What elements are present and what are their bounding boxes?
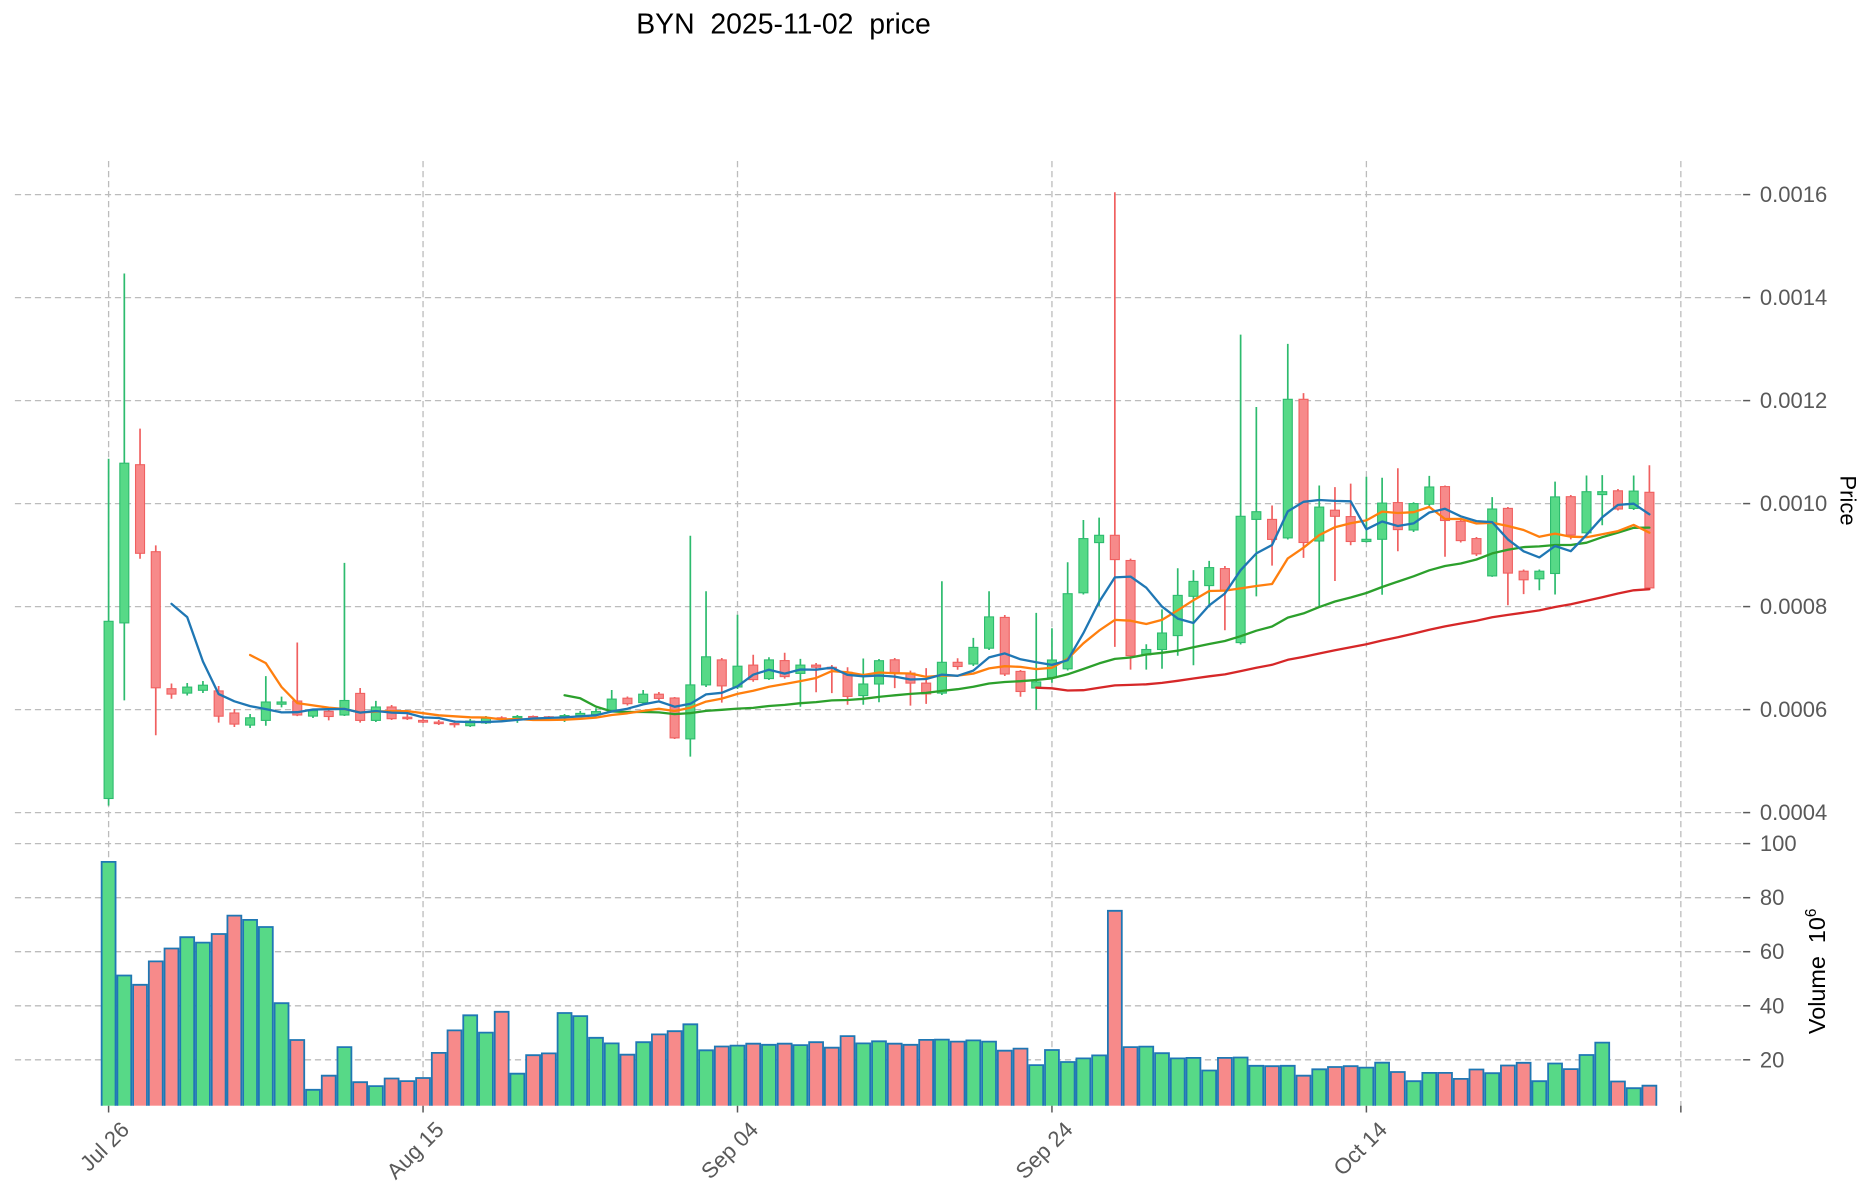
svg-text:100: 100 xyxy=(1760,831,1797,856)
svg-text:0.0014: 0.0014 xyxy=(1760,285,1827,310)
svg-text:0.0016: 0.0016 xyxy=(1760,182,1827,207)
svg-text:0.0010: 0.0010 xyxy=(1760,491,1827,516)
svg-text:0.0004: 0.0004 xyxy=(1760,800,1827,825)
svg-text:BYN 2025-11-02 price: BYN 2025-11-02 price xyxy=(636,9,931,41)
svg-text:0.0006: 0.0006 xyxy=(1760,697,1827,722)
svg-text:80: 80 xyxy=(1760,885,1784,910)
svg-text:Price: Price xyxy=(1836,475,1861,525)
svg-text:20: 20 xyxy=(1760,1047,1784,1072)
svg-text:40: 40 xyxy=(1760,993,1784,1018)
svg-text:0.0012: 0.0012 xyxy=(1760,388,1827,413)
svg-text:60: 60 xyxy=(1760,939,1784,964)
svg-text:0.0008: 0.0008 xyxy=(1760,594,1827,619)
svg-text:Volume 106: Volume 106 xyxy=(1803,908,1830,1034)
